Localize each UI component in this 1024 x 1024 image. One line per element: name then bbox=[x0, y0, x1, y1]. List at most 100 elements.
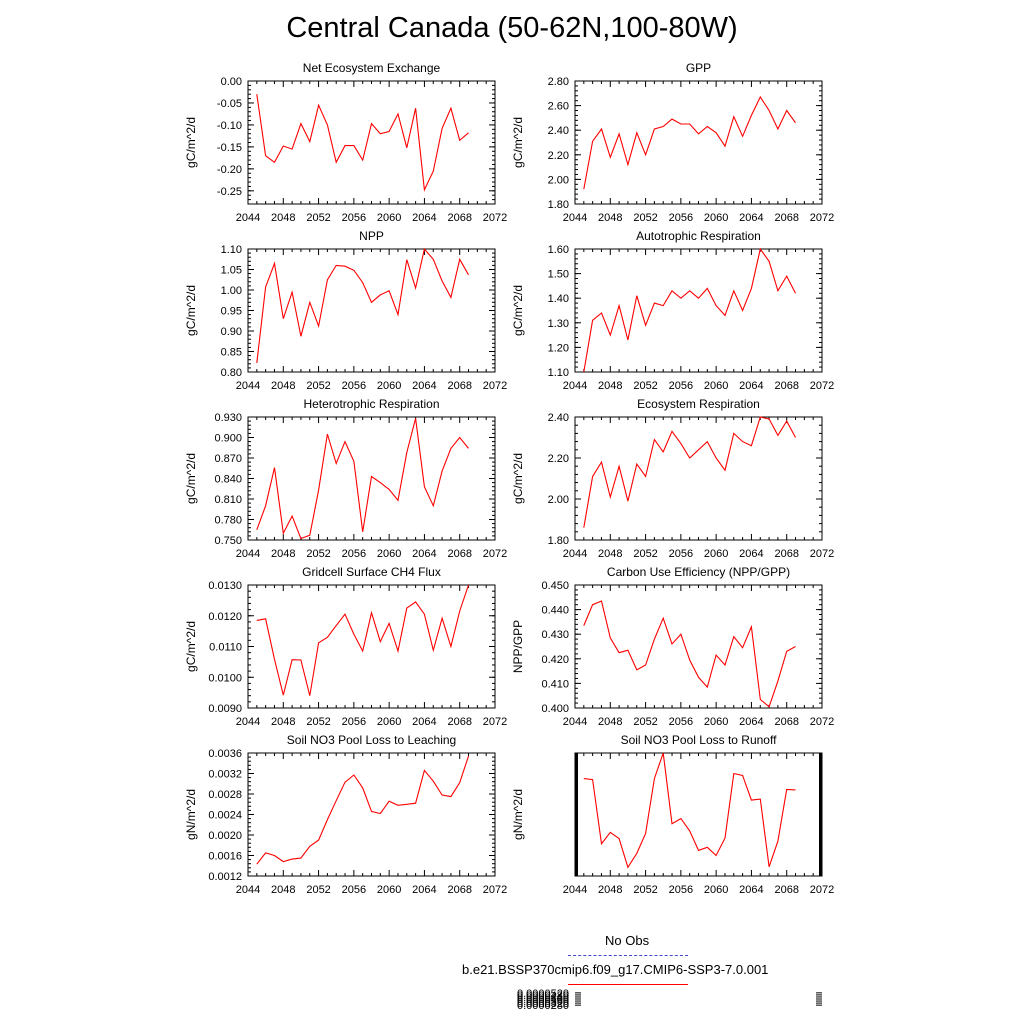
x-tick-label: 2072 bbox=[810, 380, 834, 392]
y-tick-label: 0.930 bbox=[214, 412, 242, 424]
y-tick-label: 0.840 bbox=[214, 474, 242, 486]
y-tick-label: 2.80 bbox=[548, 76, 569, 88]
y-tick-label: 0.430 bbox=[541, 629, 569, 641]
x-tick-label: 2044 bbox=[236, 380, 260, 392]
page-title: Central Canada (50-62N,100-80W) bbox=[286, 12, 738, 44]
y-tick-label: 0.80 bbox=[221, 367, 242, 379]
x-tick-label: 2068 bbox=[774, 380, 798, 392]
y-tick-label: 0.0000440 bbox=[517, 992, 569, 1004]
x-tick-label: 2060 bbox=[377, 380, 401, 392]
x-tick-label: 2060 bbox=[704, 380, 728, 392]
x-tick-label: 2064 bbox=[739, 884, 763, 896]
x-tick-label: 2064 bbox=[412, 212, 436, 224]
x-tick-label: 2068 bbox=[774, 548, 798, 560]
x-tick-label: 2052 bbox=[633, 212, 657, 224]
panel-title: Gridcell Surface CH4 Flux bbox=[302, 565, 441, 579]
x-tick-label: 2048 bbox=[271, 548, 295, 560]
series-line-0 bbox=[256, 755, 470, 865]
x-tick-label: 2060 bbox=[377, 548, 401, 560]
chart-panel-9: Soil NO3 Pool Loss to Runoff 2044 2048 2052… bbox=[511, 733, 834, 1012]
y-tick-label: -0.10 bbox=[217, 120, 242, 132]
x-tick-label: 2072 bbox=[483, 884, 507, 896]
y-tick-label: 0.0000520 bbox=[517, 988, 569, 1000]
x-tick-label: 2044 bbox=[563, 716, 587, 728]
plot-frame bbox=[574, 416, 823, 541]
y-tick-label: 0.0000280 bbox=[517, 1000, 569, 1012]
plot-frame bbox=[247, 80, 496, 205]
x-tick-label: 2072 bbox=[483, 212, 507, 224]
x-tick-label: 2068 bbox=[447, 380, 471, 392]
plot-frame bbox=[574, 584, 823, 709]
x-tick-label: 2056 bbox=[342, 884, 366, 896]
x-tick-label: 2064 bbox=[412, 716, 436, 728]
x-tick-label: 2056 bbox=[669, 548, 693, 560]
series-line-0 bbox=[583, 416, 796, 528]
x-tick-label: 2064 bbox=[412, 380, 436, 392]
y-tick-label: 1.00 bbox=[221, 285, 242, 297]
y-tick-label: 0.400 bbox=[541, 703, 569, 715]
y-tick-label: 0.0036 bbox=[208, 748, 242, 760]
y-tick-label: -0.20 bbox=[217, 164, 242, 176]
y-tick-label: -0.15 bbox=[217, 142, 242, 154]
y-tick-label: 2.60 bbox=[548, 101, 569, 113]
y-tick-label: 0.0016 bbox=[208, 851, 242, 863]
x-tick-label: 2072 bbox=[483, 716, 507, 728]
y-tick-label: 1.40 bbox=[548, 293, 569, 305]
x-tick-label: 2044 bbox=[563, 212, 587, 224]
panel-title: Net Ecosystem Exchange bbox=[303, 61, 441, 75]
x-tick-label: 2052 bbox=[306, 548, 330, 560]
y-tick-label: 0.450 bbox=[541, 580, 569, 592]
plot-frame bbox=[574, 248, 823, 373]
y-axis-label: gC/m^2/d bbox=[511, 453, 525, 504]
y-tick-label: 0.0090 bbox=[208, 703, 242, 715]
y-tick-label: 0.420 bbox=[541, 654, 569, 666]
x-tick-label: 2064 bbox=[739, 716, 763, 728]
legend-line-no-obs bbox=[568, 955, 688, 956]
y-axis-label: gC/m^2/d bbox=[184, 117, 198, 168]
x-tick-label: 2044 bbox=[236, 884, 260, 896]
chart-panel-8: Soil NO3 Pool Loss to Leaching 2044 2048 20… bbox=[184, 733, 507, 896]
chart-panel-7: Carbon Use Efficiency (NPP/GPP) 2044 2048 2… bbox=[511, 565, 834, 728]
x-tick-label: 2060 bbox=[704, 884, 728, 896]
y-tick-label: 0.0120 bbox=[208, 611, 242, 623]
plot-frame bbox=[247, 752, 496, 877]
chart-panel-6: Gridcell Surface CH4 Flux 2044 2048 2052 205… bbox=[184, 565, 507, 728]
series-line-0 bbox=[256, 584, 470, 696]
x-tick-label: 2052 bbox=[633, 716, 657, 728]
x-tick-label: 2072 bbox=[810, 884, 834, 896]
y-tick-label: 0.0000360 bbox=[517, 996, 569, 1008]
y-axis-label: gC/m^2/d bbox=[184, 621, 198, 672]
y-tick-label: 0.0028 bbox=[208, 789, 242, 801]
series-line-0 bbox=[583, 95, 796, 190]
series-line-0 bbox=[583, 247, 796, 373]
x-tick-label: 2056 bbox=[342, 548, 366, 560]
series-line-0 bbox=[583, 752, 796, 869]
y-tick-label: 0.0110 bbox=[209, 642, 242, 654]
y-axis-label: gC/m^2/d bbox=[184, 453, 198, 504]
x-tick-label: 2044 bbox=[563, 548, 587, 560]
y-tick-label: 0.95 bbox=[221, 306, 242, 318]
y-axis-label: gC/m^2/d bbox=[511, 285, 525, 336]
legend-label-no-obs: No Obs bbox=[605, 933, 650, 948]
y-tick-label: 2.20 bbox=[548, 453, 569, 465]
x-tick-label: 2052 bbox=[306, 884, 330, 896]
x-tick-label: 2064 bbox=[739, 212, 763, 224]
y-tick-label: 2.20 bbox=[548, 150, 569, 162]
x-tick-label: 2064 bbox=[412, 884, 436, 896]
y-tick-label: 0.0032 bbox=[208, 769, 242, 781]
chart-panel-3: Autotrophic Respiration 2044 2048 2052 2056 2… bbox=[511, 229, 834, 392]
x-tick-label: 2056 bbox=[669, 884, 693, 896]
y-tick-label: 0.810 bbox=[214, 494, 242, 506]
y-axis-label: gN/m^2/d bbox=[511, 789, 525, 840]
y-tick-label: 1.20 bbox=[548, 342, 569, 354]
y-axis-label: gC/m^2/d bbox=[184, 285, 198, 336]
plot-frame bbox=[574, 752, 823, 877]
x-tick-label: 2052 bbox=[633, 380, 657, 392]
y-tick-label: 0.0130 bbox=[208, 580, 242, 592]
panel-title: Autotrophic Respiration bbox=[636, 229, 761, 243]
y-tick-label: 0.900 bbox=[214, 433, 242, 445]
x-tick-label: 2068 bbox=[774, 716, 798, 728]
x-tick-label: 2052 bbox=[306, 380, 330, 392]
x-tick-label: 2060 bbox=[704, 548, 728, 560]
